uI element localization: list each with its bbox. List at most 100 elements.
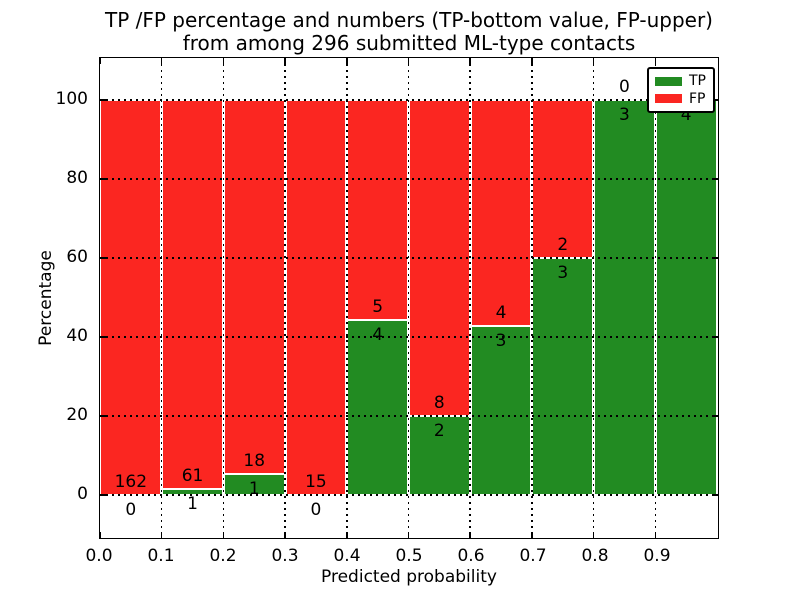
y-tick-label: 60 — [66, 247, 88, 267]
gridline-vertical-dots — [222, 58, 225, 537]
gridline-horizontal — [100, 99, 717, 101]
y-tick-mark — [712, 257, 718, 259]
tp-count-label: 0 — [310, 500, 322, 520]
x-tick-label: 0.2 — [209, 546, 237, 566]
y-tick-mark — [100, 257, 106, 259]
bar-segment-fp — [285, 100, 347, 495]
y-tick-mark — [100, 415, 106, 417]
y-tick-label: 100 — [55, 89, 88, 109]
tp-swatch-icon — [655, 76, 682, 86]
tp-count-label: 4 — [680, 105, 692, 125]
fp-count-label: 4 — [495, 302, 507, 323]
y-tick-mark — [100, 99, 106, 101]
y-tick-label: 40 — [66, 326, 88, 346]
y-tick-mark — [100, 494, 106, 496]
fp-count-label: 0 — [619, 77, 630, 97]
tp-count-label: 1 — [248, 479, 260, 500]
fp-count-label: 15 — [305, 472, 327, 492]
bar-segment-tp — [346, 319, 409, 495]
legend-item-tp: TP — [655, 74, 707, 88]
x-tick-mark — [469, 532, 471, 538]
y-tick-mark — [712, 178, 718, 180]
x-tick-mark — [531, 58, 533, 64]
legend-label-tp: TP — [689, 73, 706, 90]
x-tick-mark — [654, 532, 657, 538]
bar-segment-tp — [470, 325, 532, 495]
gridline-vertical-dots — [160, 58, 163, 537]
fp-count-label: 18 — [243, 451, 266, 472]
gridline-vertical-dots — [531, 58, 533, 537]
chart-title: TP /FP percentage and numbers (TP-bottom… — [99, 9, 719, 55]
tp-count-label: 0 — [125, 500, 137, 520]
y-tick-mark — [712, 99, 718, 101]
fp-swatch-icon — [655, 94, 682, 104]
x-tick-label: 0.5 — [395, 546, 423, 566]
bar-segment-fp — [223, 100, 286, 475]
gridline-vertical-dots — [346, 58, 348, 537]
fp-count-label: 5 — [372, 296, 384, 317]
gridline-horizontal — [100, 415, 717, 417]
x-tick-mark — [469, 58, 471, 64]
bar-segment-fp — [346, 100, 409, 320]
legend-label-fp: FP — [689, 90, 706, 107]
gridline-vertical-dots — [654, 58, 657, 537]
x-tick-label: 0.7 — [519, 546, 547, 566]
gridline-vertical-dots — [284, 58, 286, 537]
x-tick-label: 0.4 — [333, 546, 361, 566]
x-tick-mark — [284, 58, 286, 64]
y-tick-mark — [712, 415, 718, 417]
x-tick-label: 0.0 — [85, 546, 113, 566]
x-tick-mark — [222, 532, 225, 538]
x-tick-mark — [160, 58, 163, 64]
x-tick-label: 0.8 — [581, 546, 609, 566]
tp-count-label: 2 — [433, 421, 445, 441]
bar-segment-tp — [593, 100, 656, 495]
x-tick-mark — [407, 58, 410, 64]
gridline-horizontal — [100, 178, 717, 180]
x-tick-label: 0.3 — [271, 546, 299, 566]
chart-title-line2: from among 296 submitted ML-type contact… — [182, 31, 636, 55]
x-tick-mark — [592, 58, 595, 64]
tp-count-label: 3 — [557, 263, 569, 283]
x-tick-mark — [407, 532, 410, 538]
tp-count-label: 3 — [495, 330, 507, 351]
y-tick-mark — [100, 336, 106, 338]
tp-count-label: 3 — [619, 105, 630, 125]
y-tick-label: 20 — [66, 405, 88, 425]
y-tick-mark — [100, 178, 106, 180]
bar-segment-fp — [470, 100, 532, 326]
y-tick-mark — [712, 494, 718, 496]
x-tick-mark — [99, 58, 101, 64]
x-tick-label: 0.6 — [457, 546, 485, 566]
x-tick-mark — [346, 532, 348, 538]
x-tick-mark — [160, 532, 163, 538]
y-tick-label: 80 — [66, 168, 88, 188]
chart-title-line1: TP /FP percentage and numbers (TP-bottom… — [105, 8, 713, 32]
x-tick-mark — [222, 58, 225, 64]
x-tick-mark — [592, 532, 595, 538]
legend: TP FP — [647, 67, 715, 113]
gridline-horizontal — [100, 257, 717, 259]
bar-segment-tp — [531, 258, 594, 495]
gridline-horizontal — [100, 494, 717, 496]
legend-item-fp: FP — [655, 92, 707, 106]
bar-segment-tp — [655, 100, 717, 495]
tp-count-label: 1 — [187, 493, 198, 514]
y-tick-mark — [712, 336, 718, 338]
gridline-vertical-dots — [407, 58, 410, 537]
x-tick-label: 0.1 — [147, 546, 175, 566]
fp-count-label: 61 — [181, 465, 204, 486]
bar-segment-fp — [161, 100, 224, 489]
x-tick-mark — [99, 532, 101, 538]
y-tick-label: 0 — [77, 484, 88, 504]
gridline-vertical-dots — [469, 58, 471, 537]
plot-area: TP FP 1620611181150548243230304 — [99, 57, 719, 539]
fp-count-label: 162 — [114, 472, 148, 492]
x-tick-mark — [654, 58, 657, 64]
x-tick-label: 0.9 — [643, 546, 671, 566]
gridline-vertical-dots — [592, 58, 595, 537]
fp-count-label: 8 — [433, 393, 445, 413]
fp-count-label: 2 — [557, 235, 569, 255]
x-tick-mark — [284, 532, 286, 538]
